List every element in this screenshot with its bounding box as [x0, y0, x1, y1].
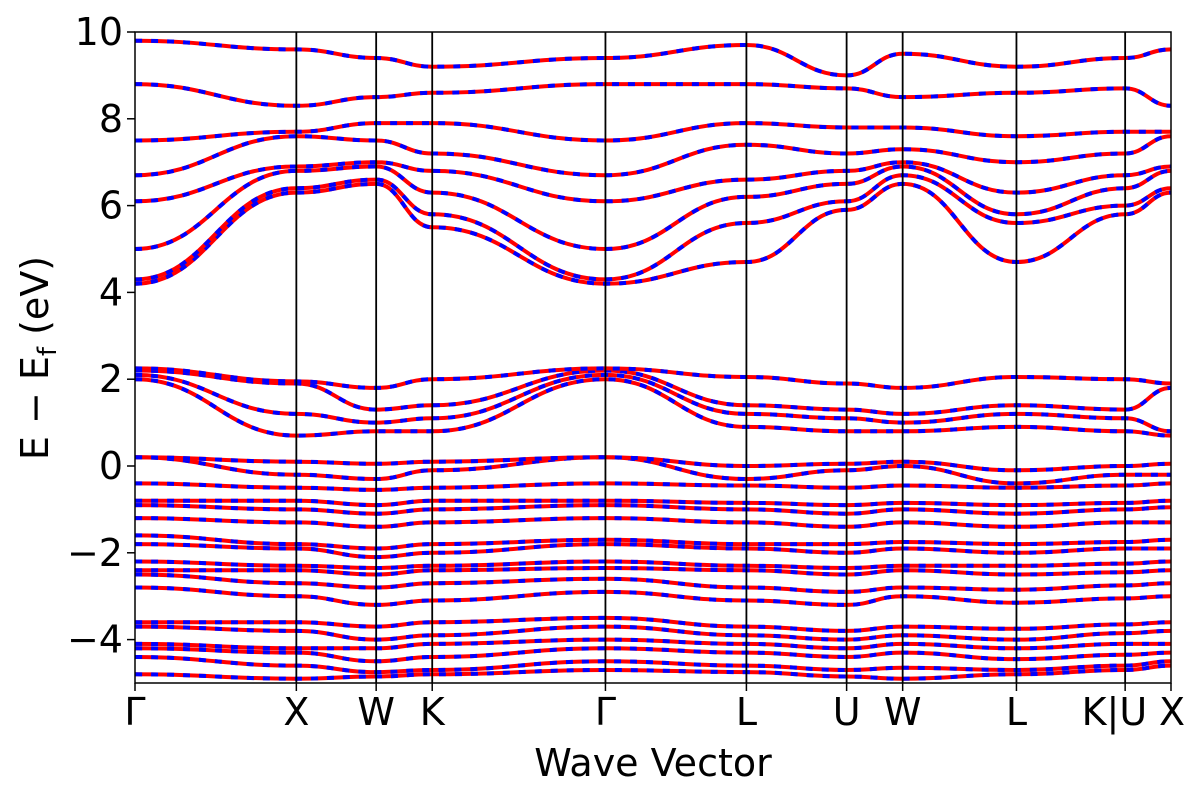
- x-tick-label: W: [357, 690, 395, 734]
- x-tick-label: X: [1159, 690, 1185, 734]
- band-16-spin-down: [135, 455, 1171, 486]
- band-6-spin-down: [135, 585, 1171, 607]
- y-axis-label: E − Ef (eV): [13, 256, 63, 460]
- x-tick-label: X: [283, 690, 309, 734]
- band-5-spin-up: [135, 615, 1171, 633]
- band-13-spin-down: [135, 503, 1171, 516]
- band-14-spin-up: [135, 498, 1171, 508]
- band-12-spin-up: [135, 516, 1171, 529]
- band-9-spin-down: [135, 559, 1171, 571]
- band-21-spin-down: [135, 366, 1171, 390]
- band-27-spin-up: [135, 121, 1171, 143]
- y-tick-label: 2: [99, 357, 123, 401]
- band-2-spin-up: [135, 646, 1171, 664]
- band-3-spin-down: [135, 637, 1171, 651]
- x-tick-label: W: [884, 690, 922, 734]
- y-tick-label: −4: [67, 618, 123, 662]
- y-axis-label-unit: (eV): [13, 256, 57, 347]
- band-29-spin-down: [135, 38, 1171, 78]
- y-tick-label: 4: [99, 270, 123, 314]
- y-tick-label: 8: [99, 97, 123, 141]
- y-tick-label: 6: [99, 184, 123, 228]
- band-7-spin-down: [135, 572, 1171, 594]
- band-8-spin-down: [135, 565, 1171, 577]
- band-28-spin-down: [135, 82, 1171, 108]
- y-axis-label-subscript: f: [33, 346, 63, 356]
- band-1-spin-up: [135, 655, 1171, 675]
- band-10-spin-up: [135, 542, 1171, 560]
- y-axis-ticks: −4 −2 0 2 4 6 8 10: [67, 10, 135, 662]
- kpoint-lines: [295, 32, 1127, 683]
- plot-frame: [134, 31, 1172, 684]
- x-tick-label: Γ: [595, 690, 616, 734]
- x-tick-label: K: [420, 690, 446, 734]
- band-20-spin-up: [135, 368, 1171, 416]
- band-24-spin-up: [135, 164, 1171, 252]
- x-axis-ticks: Γ X W K Γ L U W L K|U X: [124, 683, 1185, 735]
- band-22-spin-down: [135, 181, 1171, 286]
- band-17-spin-down: [135, 455, 1171, 473]
- x-tick-label: U: [833, 690, 861, 734]
- band-25-spin-up: [135, 160, 1171, 204]
- band-18-spin-down: [135, 377, 1171, 438]
- x-tick-label: K|U: [1082, 690, 1148, 735]
- band-0-spin-down: [135, 663, 1171, 681]
- x-tick-label: Γ: [124, 690, 145, 734]
- y-tick-label: 10: [75, 10, 123, 54]
- band-15-spin-down: [135, 481, 1171, 492]
- y-axis-label-main: E − E: [13, 356, 57, 460]
- band-4-spin-up: [135, 624, 1171, 642]
- y-tick-label: −2: [67, 531, 123, 575]
- x-axis-label: Wave Vector: [534, 741, 772, 785]
- bands-layer: [135, 38, 1171, 681]
- x-tick-label: L: [1006, 690, 1027, 734]
- band-11-spin-up: [135, 533, 1171, 551]
- x-tick-label: L: [736, 690, 757, 734]
- y-tick-label: 0: [99, 444, 123, 488]
- band-19-spin-down: [135, 372, 1171, 434]
- band-26-spin-down: [135, 134, 1171, 178]
